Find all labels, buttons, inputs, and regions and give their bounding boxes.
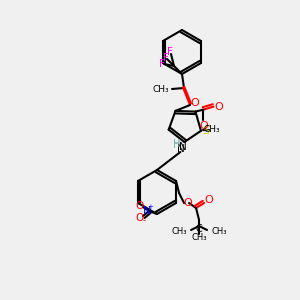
Text: CH₃: CH₃ (152, 85, 169, 94)
Text: O: O (136, 213, 144, 223)
Text: CH₃: CH₃ (172, 227, 187, 236)
Text: F: F (163, 53, 169, 63)
Text: N: N (143, 206, 151, 216)
Text: CH₃: CH₃ (211, 227, 226, 236)
Text: F: F (159, 59, 165, 69)
Text: F: F (167, 47, 173, 57)
Text: H: H (173, 139, 180, 149)
Text: H: H (173, 140, 180, 150)
Text: CH₃: CH₃ (203, 125, 220, 134)
Text: O: O (214, 102, 223, 112)
Text: -: - (142, 217, 146, 226)
Text: S: S (202, 126, 209, 136)
Text: O: O (205, 195, 213, 205)
Text: C: C (196, 224, 202, 234)
Text: O: O (199, 121, 208, 130)
Text: O: O (184, 198, 192, 208)
Text: O: O (136, 201, 144, 211)
Text: N: N (176, 144, 184, 154)
Text: CH₃: CH₃ (191, 233, 207, 242)
Text: N: N (178, 142, 186, 152)
Text: +: + (147, 204, 153, 210)
Text: O: O (190, 98, 200, 108)
